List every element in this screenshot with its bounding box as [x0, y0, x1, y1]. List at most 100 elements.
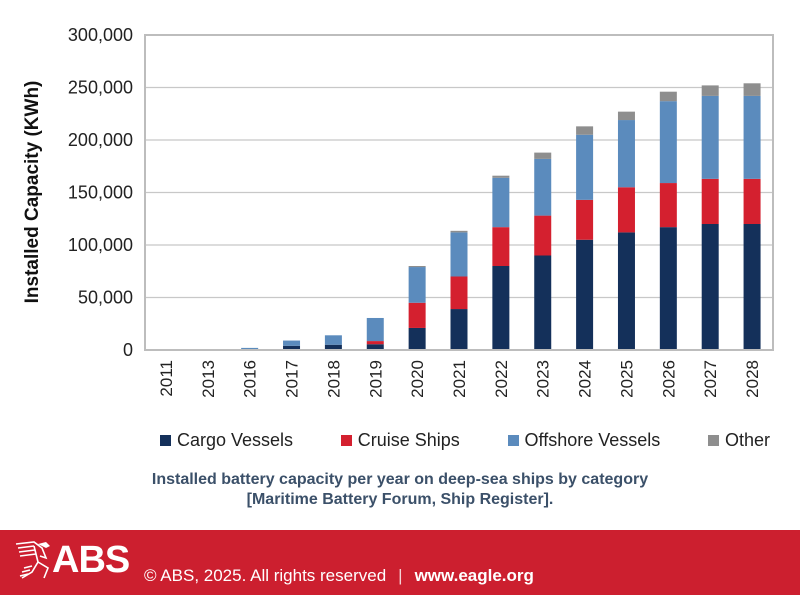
legend-swatch: [340, 435, 352, 446]
logo-text: ABS: [52, 538, 130, 581]
bar-cargo-vessels: [701, 224, 719, 350]
plot-frame: [144, 34, 774, 351]
bar-stack-2020: [408, 266, 426, 350]
copyright-text: © ABS, 2025. All rights reserved: [144, 566, 387, 585]
x-tick-label: 2026: [659, 360, 678, 398]
bar-other: [534, 152, 552, 159]
bar-other: [576, 126, 594, 135]
bar-stack-2018: [324, 335, 342, 350]
bar-cargo-vessels: [659, 227, 677, 350]
legend-item-offshore-vessels: Offshore Vessels: [507, 430, 661, 451]
y-axis-ticks: 0 50,000 100,000 150,000 200,000 250,000 300,0…: [68, 25, 133, 360]
bar-offshore-vessels: [743, 95, 761, 179]
x-tick-label: 2011: [157, 360, 176, 397]
bar-cargo-vessels: [450, 309, 468, 350]
bar-offshore-vessels: [324, 335, 342, 345]
bar-offshore-vessels: [241, 347, 259, 350]
x-tick-label: 2021: [450, 360, 469, 398]
bar-offshore-vessels: [408, 267, 426, 303]
bar-cargo-vessels: [492, 266, 510, 350]
bar-cruise-ships: [659, 183, 677, 228]
eagle-icon: [15, 541, 50, 579]
caption-line-2: [Maritime Battery Forum, Ship Register].: [246, 491, 554, 508]
bar-stack-2026: [659, 91, 677, 350]
legend-label: Other: [724, 430, 770, 450]
bar-cruise-ships: [743, 178, 761, 224]
bar-offshore-vessels: [283, 340, 301, 346]
bar-cargo-vessels: [366, 344, 384, 350]
x-tick-label: 2028: [743, 360, 762, 398]
x-tick-label: 2027: [701, 360, 720, 398]
bar-stack-2022: [492, 175, 510, 350]
bar-cargo-vessels: [408, 327, 426, 350]
bar-other: [743, 83, 761, 96]
chart-caption: Installed battery capacity per year on d…: [0, 470, 800, 510]
y-tick-label: 100,000: [68, 235, 133, 255]
y-tick-label: 250,000: [68, 78, 133, 98]
legend-swatch: [707, 435, 719, 446]
legend-item-cargo-vessels: Cargo Vessels: [160, 430, 293, 451]
bar-stack-2019: [366, 317, 384, 350]
caption-line-1: Installed battery capacity per year on d…: [151, 471, 649, 488]
bar-other: [492, 175, 510, 178]
x-tick-label: 2022: [492, 360, 511, 398]
bar-cargo-vessels: [617, 232, 635, 350]
legend: Cargo Vessels Cruise Ships Offshore Vessel…: [160, 430, 770, 451]
x-axis-ticks: 2011 2013 2016 2017 2018 2019 2020 2021 2022 2023…: [157, 360, 762, 398]
bar-cruise-ships: [450, 276, 468, 310]
y-tick-label: 150,000: [68, 183, 133, 203]
bar-layer: [157, 83, 761, 351]
bar-stack-2027: [701, 85, 719, 350]
x-tick-label: 2019: [366, 360, 385, 398]
bar-other: [659, 91, 677, 102]
bar-cruise-ships: [701, 178, 719, 224]
bar-stack-2025: [617, 111, 635, 350]
bar-other: [408, 266, 426, 268]
x-tick-label: 2017: [283, 360, 302, 398]
website-link[interactable]: www.eagle.org: [414, 566, 534, 585]
bar-cruise-ships: [617, 187, 635, 233]
legend-label: Offshore Vessels: [524, 430, 661, 450]
legend-swatch: [160, 435, 171, 446]
x-tick-label: 2020: [408, 360, 427, 398]
bar-cruise-ships: [408, 302, 426, 328]
bar-other: [450, 230, 468, 233]
x-tick-label: 2025: [617, 360, 636, 398]
y-tick-label: 200,000: [68, 130, 133, 150]
bar-offshore-vessels: [366, 317, 384, 342]
legend-swatch: [507, 435, 519, 446]
legend-item-cruise-ships: Cruise Ships: [340, 430, 460, 451]
bar-other: [617, 111, 635, 121]
bar-other: [701, 85, 719, 96]
bar-cruise-ships: [366, 341, 384, 345]
bar-offshore-vessels: [492, 177, 510, 228]
footer-separator: |: [398, 566, 403, 585]
legend-label: Cargo Vessels: [177, 430, 294, 450]
bar-stack-2017: [283, 340, 301, 350]
x-tick-label: 2018: [324, 360, 343, 398]
x-tick-label: 2023: [534, 360, 553, 398]
bar-offshore-vessels: [534, 158, 552, 216]
bar-cargo-vessels: [576, 239, 594, 350]
bar-cargo-vessels: [534, 255, 552, 350]
bar-offshore-vessels: [450, 232, 468, 277]
bar-offshore-vessels: [617, 120, 635, 188]
bar-cargo-vessels: [283, 345, 301, 350]
y-tick-label: 0: [123, 340, 133, 360]
x-tick-label: 2016: [241, 360, 260, 398]
bar-cargo-vessels: [743, 224, 761, 350]
footer-text: © ABS, 2025. All rights reserved | www.e…: [144, 566, 534, 586]
legend-label: Cruise Ships: [357, 430, 460, 450]
legend-item-other: Other: [707, 430, 770, 451]
bar-cruise-ships: [534, 215, 552, 256]
bar-cruise-ships: [492, 227, 510, 266]
y-tick-label: 50,000: [78, 288, 133, 308]
bar-stack-2024: [576, 126, 594, 350]
y-axis-label: Installed Capacity (KWh): [22, 81, 43, 304]
bar-stack-2023: [534, 152, 552, 350]
bar-offshore-vessels: [576, 134, 594, 200]
bar-cargo-vessels: [324, 344, 342, 350]
bar-stack-2028: [743, 83, 761, 350]
bar-offshore-vessels: [701, 95, 719, 179]
abs-logo: ABS: [12, 538, 130, 582]
